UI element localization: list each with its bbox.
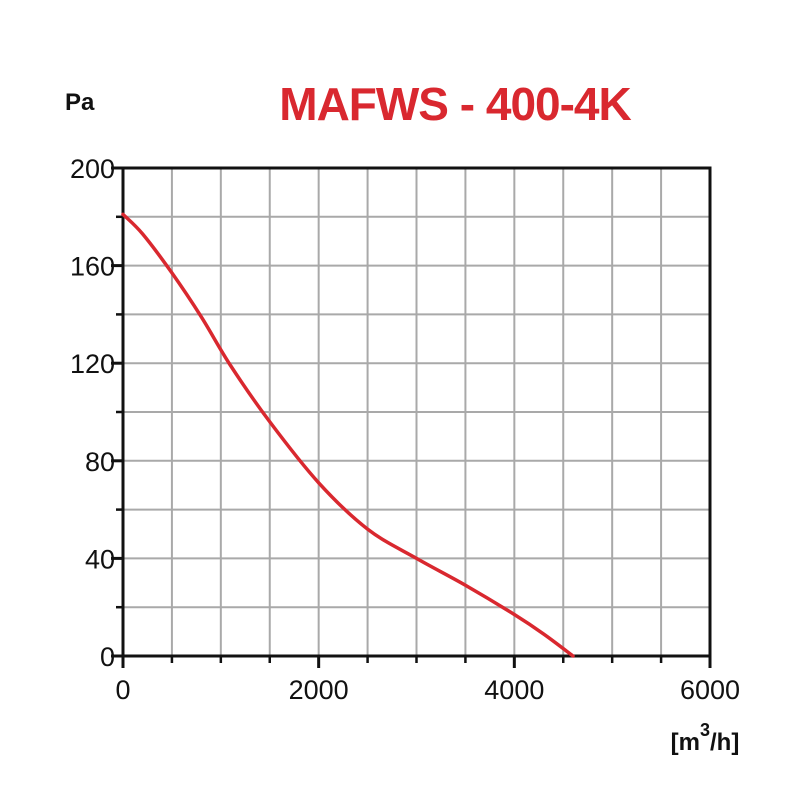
x-tick-label: 2000 xyxy=(289,675,349,705)
x-axis-label: [m3/h] xyxy=(671,720,740,756)
chart-title: MAFWS - 400-4K xyxy=(279,78,631,130)
series-line xyxy=(121,212,575,658)
y-tick-label: 200 xyxy=(70,154,115,184)
x-axis-label-superscript: 3 xyxy=(700,720,710,740)
series-layer xyxy=(121,212,575,658)
y-tick-label: 160 xyxy=(70,252,115,282)
tick-labels: 0 2000 4000 6000 0 40 80 120 160 200 xyxy=(70,154,740,705)
y-tick-label: 40 xyxy=(85,544,115,574)
y-tick-label: 80 xyxy=(85,447,115,477)
y-tick-label: 120 xyxy=(70,349,115,379)
grid xyxy=(123,168,710,656)
x-axis-label-prefix: [m xyxy=(671,729,700,756)
x-tick-label: 4000 xyxy=(484,675,544,705)
x-tick-label: 6000 xyxy=(680,675,740,705)
x-tick-label: 0 xyxy=(115,675,130,705)
y-axis-label: Pa xyxy=(65,89,95,116)
y-tick-label: 0 xyxy=(100,642,115,672)
axis-ticks xyxy=(111,166,712,668)
x-axis-label-suffix: /h] xyxy=(710,729,739,756)
